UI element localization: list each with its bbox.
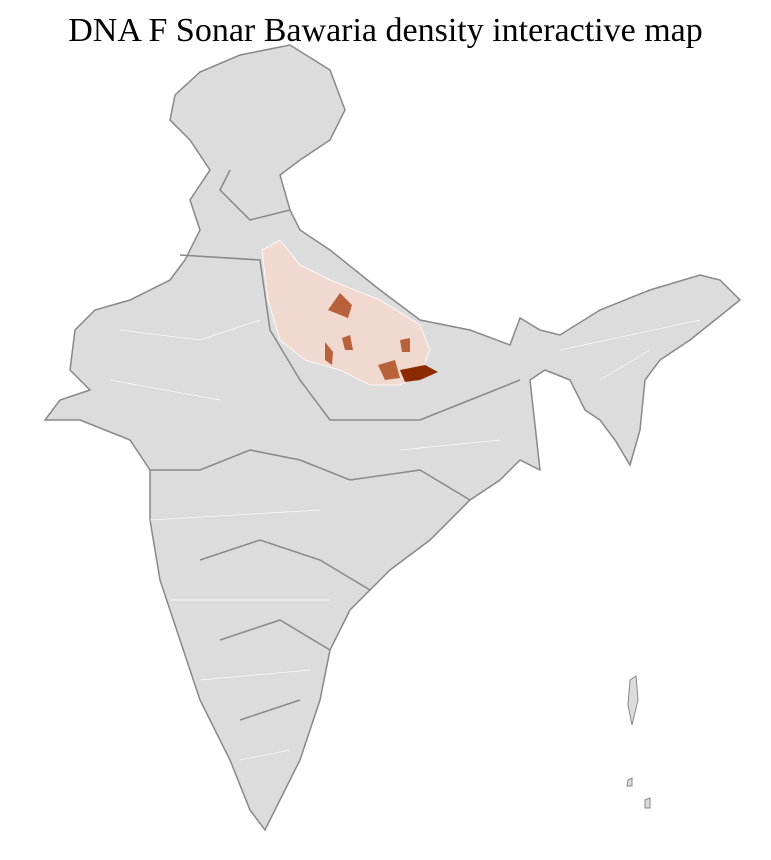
district-medium-density[interactable] <box>378 360 400 380</box>
district-high-density[interactable] <box>400 365 438 382</box>
district-medium-density[interactable] <box>342 335 353 350</box>
district-medium-density[interactable] <box>400 338 410 352</box>
andaman-nicobar-islands <box>626 675 651 809</box>
district-lines <box>109 319 701 761</box>
district-medium-density[interactable] <box>328 293 352 318</box>
map-title: DNA F Sonar Bawaria density interactive … <box>68 12 703 49</box>
state-borders <box>150 169 521 721</box>
india-landmass[interactable] <box>43 44 742 832</box>
district-medium-density[interactable] <box>325 342 333 365</box>
